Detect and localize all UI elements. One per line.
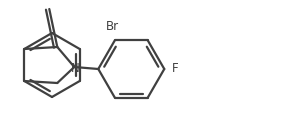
- Text: NH: NH: [42, 0, 60, 3]
- Text: F: F: [172, 62, 179, 76]
- Text: Br: Br: [106, 20, 119, 33]
- Text: N: N: [71, 61, 80, 75]
